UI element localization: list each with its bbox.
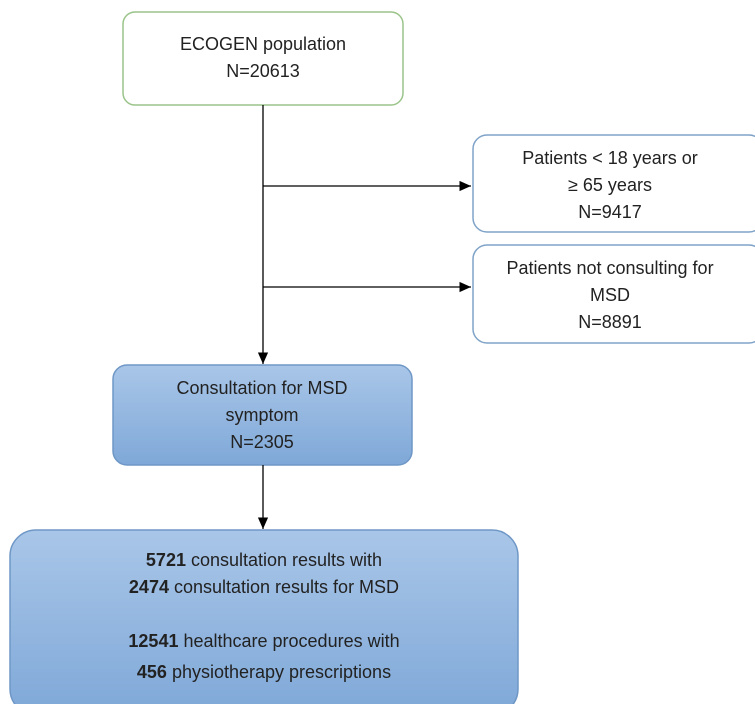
node-label: ECOGEN population [180, 34, 346, 54]
node-label: 456 physiotherapy prescriptions [137, 662, 391, 682]
node-label: Consultation for MSD [176, 378, 347, 398]
labels: ECOGEN population N=20613 Patients < 18 ye… [128, 34, 713, 682]
node-label: MSD [590, 285, 630, 305]
node-label: 2474 consultation results for MSD [129, 577, 399, 597]
node-box [9, 529, 519, 704]
count: 2474 [129, 577, 169, 597]
node-label: 12541 healthcare procedures with [128, 631, 399, 651]
description: healthcare procedures with [178, 631, 399, 651]
node-label: N=8891 [578, 312, 642, 332]
node-label: symptom [225, 405, 298, 425]
node-box [472, 244, 755, 344]
node-box [122, 11, 404, 106]
count: 456 [137, 662, 167, 682]
node-label: Patients < 18 years or [522, 148, 698, 168]
node-label: N=9417 [578, 202, 642, 222]
count: 12541 [128, 631, 178, 651]
description: consultation results with [186, 550, 382, 570]
node-label: N=2305 [230, 432, 294, 452]
description: consultation results for MSD [169, 577, 399, 597]
node-label: Patients not consulting for [506, 258, 713, 278]
description: physiotherapy prescriptions [167, 662, 391, 682]
node-label: N=20613 [226, 61, 300, 81]
node-label: 5721 consultation results with [146, 550, 382, 570]
node-label: ≥ 65 years [568, 175, 652, 195]
count: 5721 [146, 550, 186, 570]
node-box [472, 134, 755, 233]
